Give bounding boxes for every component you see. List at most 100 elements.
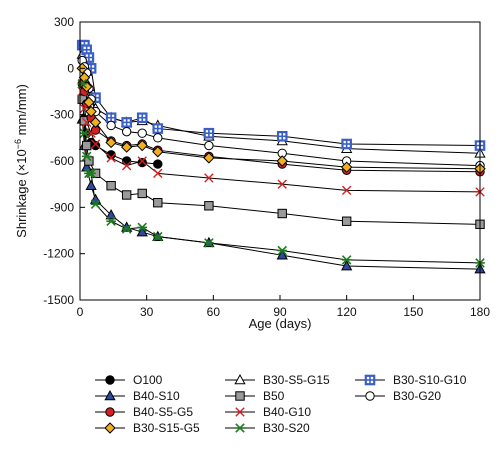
data-point [203,152,215,164]
x-tick-label: 90 [273,305,287,319]
data-point [105,136,117,149]
x-axis-label: Age (days) [249,316,312,331]
legend-label: B30-S15-G5 [133,421,200,435]
legend-item-o100: O100 [95,373,163,387]
data-point [137,188,147,199]
legend-item-b30-g20: B30-G20 [355,389,441,403]
data-point [153,133,163,143]
x-tick-label: 150 [403,305,423,319]
data-point [77,79,88,89]
y-axis-label-unit: mm/mm) [14,84,29,139]
y-axis-ticks: 300 0 -300 -600 -900 -1200 -1500 [43,15,85,307]
data-point [121,126,132,137]
legend-item-b40-s5-g5: B40-S5-G5 [95,405,193,419]
data-point [90,199,101,210]
data-point [152,231,163,242]
legend-marker [104,389,116,401]
y-tick-label: 300 [54,15,74,29]
data-point [86,168,96,179]
legend-marker [365,391,375,401]
legend-marker [235,407,245,417]
legend-marker [105,407,115,417]
data-point [136,112,148,124]
legend-item-b40-g10: B40-G10 [225,405,311,419]
data-point [121,190,132,200]
legend-item-b30-s5-g15: B30-S5-G15 [225,373,330,387]
legend-item-b30-s15-g5: B30-S15-G5 [95,421,200,435]
data-point [120,141,133,153]
legend-label: B30-S10-G10 [393,373,467,387]
legend-marker [235,423,245,433]
series-markers-b30-s20 [77,79,485,268]
data-point [204,173,214,183]
data-point [277,245,288,256]
data-point [105,112,117,124]
y-axis-label-main: Shrinkage (×10 [14,149,29,238]
legend-label: O100 [133,373,163,387]
data-point [137,157,147,168]
data-point [276,130,288,142]
x-tick-label: 30 [140,305,154,319]
data-point [137,156,147,166]
x-tick-label: 120 [337,305,357,319]
data-point [81,151,92,162]
y-tick-label: -900 [50,200,74,214]
data-point [153,168,163,179]
legend-marker [105,375,115,385]
data-point [341,185,352,196]
series-markers-b30-s15-g5 [76,62,486,175]
data-point [106,216,116,226]
data-point [153,159,163,169]
data-point [89,116,102,129]
data-point [106,153,116,163]
data-point [85,179,97,191]
x-tick-label: 180 [470,305,490,319]
legend-label: B30-S5-G15 [263,373,330,387]
data-point [136,139,148,152]
data-point [204,140,214,151]
legend-label: B30-S20 [263,421,310,435]
legend-label: B30-G20 [393,389,441,403]
data-point [341,259,353,271]
y-axis-label-exponent: −6 [13,139,23,149]
data-point [277,179,287,189]
legend-label: B40-G10 [263,405,311,419]
legend: O100 B30-S5-G15 B30-S10-G10 B40-S10 B50 B30-G… [95,373,467,435]
data-point [340,161,353,173]
legend-marker [234,373,246,385]
y-axis-label: Shrinkage (×10−6 mm/mm) [13,84,29,238]
legend-marker [104,422,116,434]
data-point [89,193,102,204]
plot-area [76,39,486,274]
y-tick-label: -1500 [43,293,74,307]
legend-marker [235,391,245,401]
data-point [152,123,164,134]
data-point [106,120,116,131]
x-tick-label: 0 [77,305,84,319]
y-tick-label: 0 [67,61,74,75]
data-point [276,155,288,167]
data-point [121,156,132,166]
x-axis-ticks: 0 30 60 90 120 150 180 [77,295,490,319]
x-tick-label: 60 [207,305,221,319]
data-point [204,201,214,211]
data-point [153,198,163,208]
series-markers-b30-s10-g10 [76,39,486,151]
legend-label: B40-S10 [133,389,180,403]
data-point [341,255,352,265]
data-point [85,105,97,118]
data-point [106,181,116,191]
legend-item-b40-s10: B40-S10 [95,389,180,403]
data-point [79,128,90,138]
legend-marker [364,374,376,386]
legend-item-b30-s20: B30-S20 [225,421,310,435]
data-point [204,238,214,248]
data-point [137,128,147,138]
legend-label: B40-S5-G5 [133,405,193,419]
data-point [90,140,101,151]
data-point [81,140,92,151]
data-point [83,96,95,109]
legend-item-b30-s10-g10: B30-S10-G10 [355,373,467,387]
